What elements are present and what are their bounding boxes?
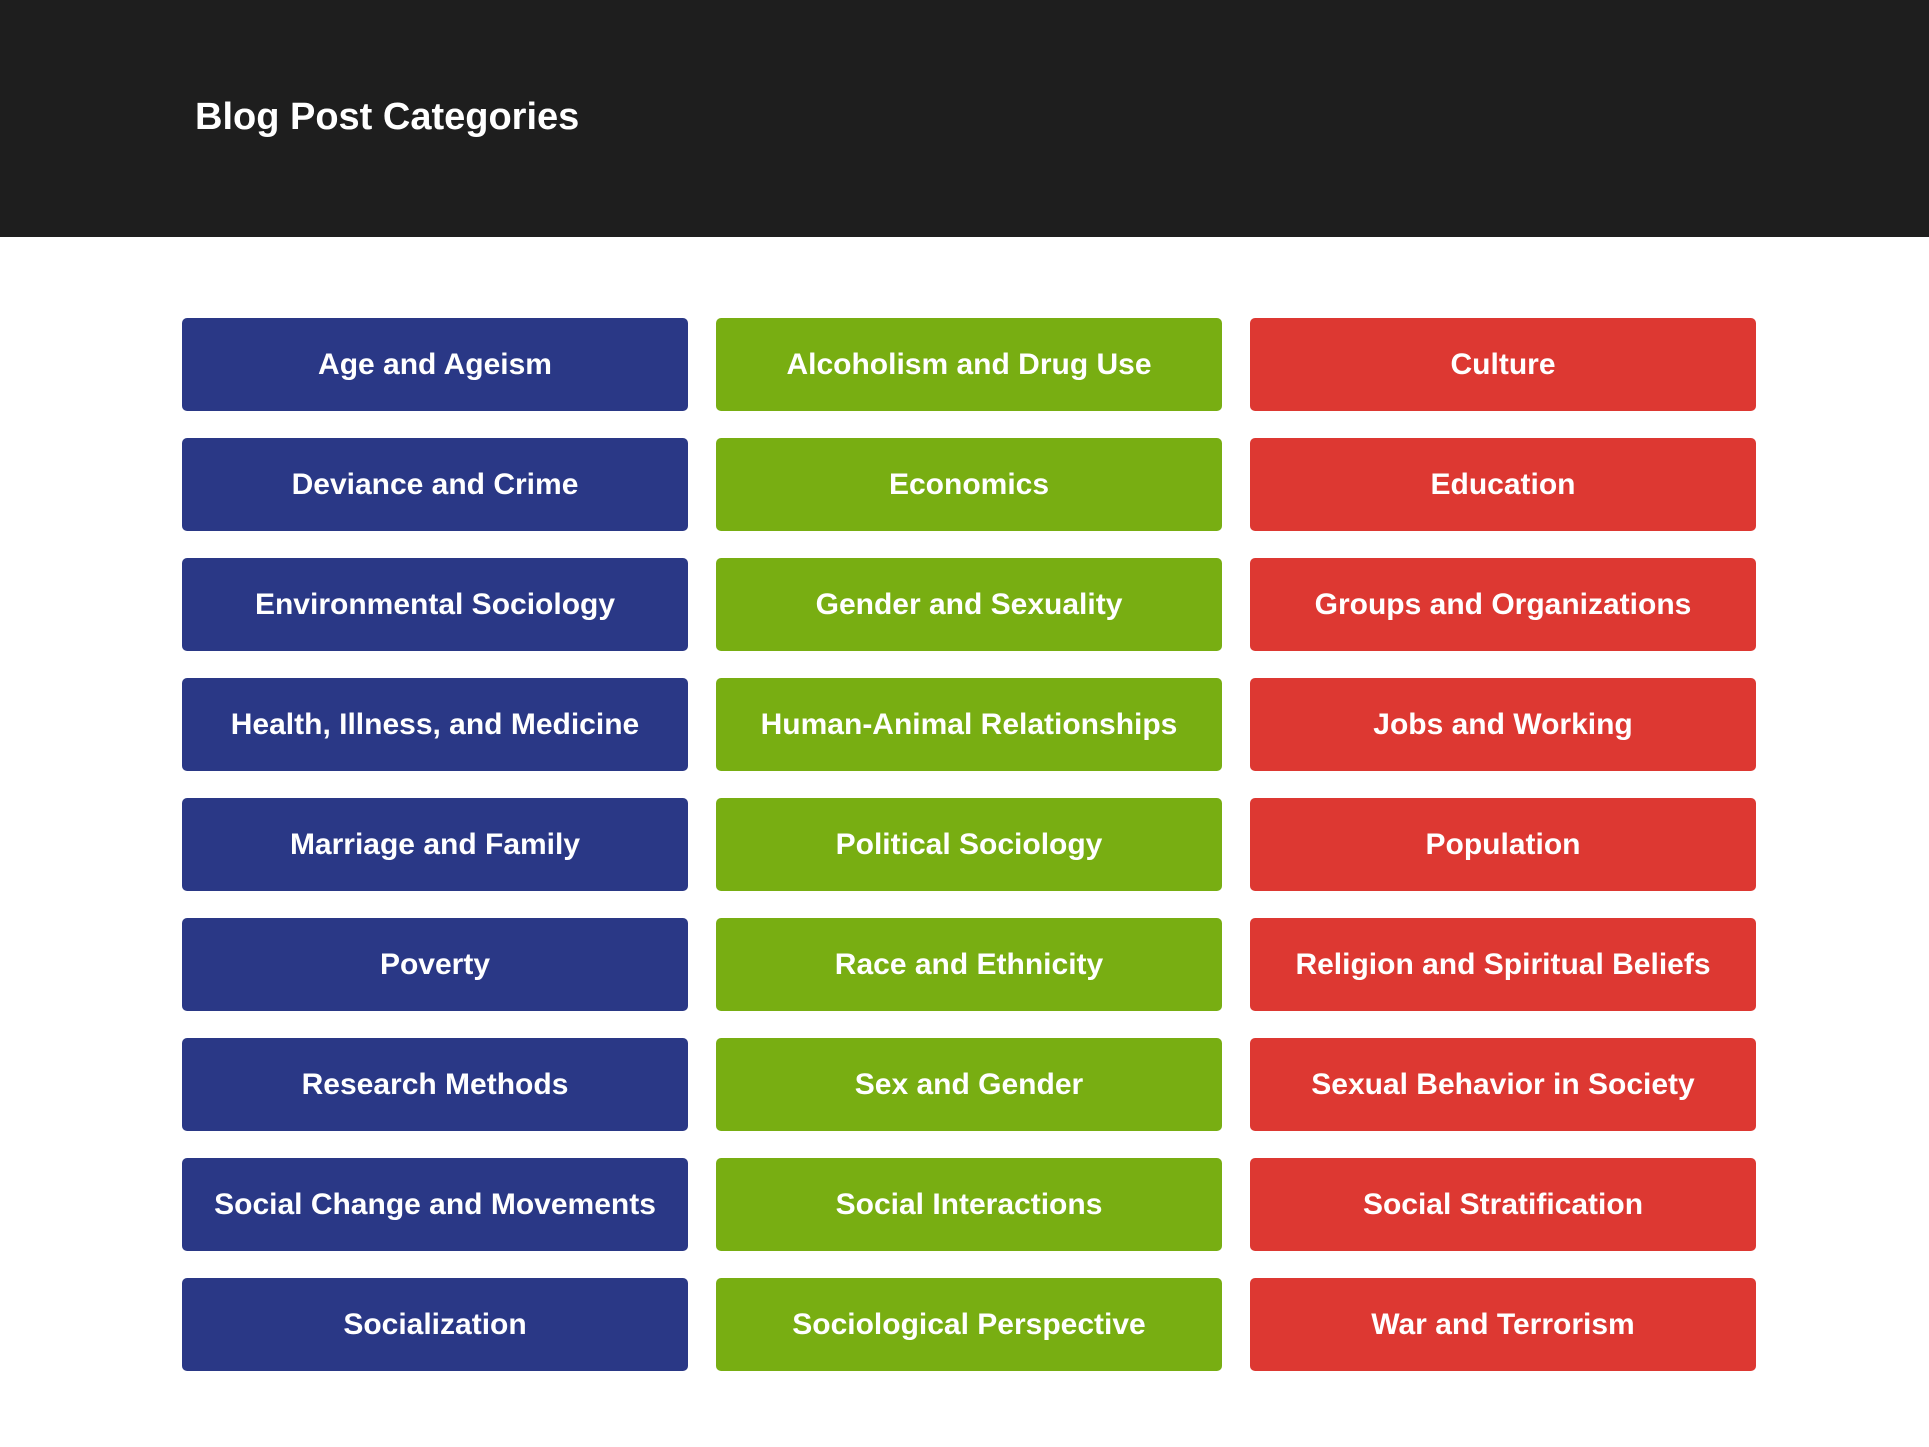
category-button-poverty[interactable]: Poverty — [182, 918, 688, 1011]
page-title: Blog Post Categories — [195, 96, 580, 138]
category-button-human-animal-relationships[interactable]: Human-Animal Relationships — [716, 678, 1222, 771]
category-button-deviance-and-crime[interactable]: Deviance and Crime — [182, 438, 688, 531]
category-button-health-illness-and-medicine[interactable]: Health, Illness, and Medicine — [182, 678, 688, 771]
category-button-sexual-behavior-in-society[interactable]: Sexual Behavior in Society — [1250, 1038, 1756, 1131]
category-button-sociological-perspective[interactable]: Sociological Perspective — [716, 1278, 1222, 1371]
category-button-groups-and-organizations[interactable]: Groups and Organizations — [1250, 558, 1756, 651]
category-button-alcoholism-and-drug-use[interactable]: Alcoholism and Drug Use — [716, 318, 1222, 411]
category-button-environmental-sociology[interactable]: Environmental Sociology — [182, 558, 688, 651]
category-button-war-and-terrorism[interactable]: War and Terrorism — [1250, 1278, 1756, 1371]
category-button-population[interactable]: Population — [1250, 798, 1756, 891]
category-button-research-methods[interactable]: Research Methods — [182, 1038, 688, 1131]
category-button-jobs-and-working[interactable]: Jobs and Working — [1250, 678, 1756, 771]
category-button-sex-and-gender[interactable]: Sex and Gender — [716, 1038, 1222, 1131]
category-button-race-and-ethnicity[interactable]: Race and Ethnicity — [716, 918, 1222, 1011]
category-button-social-change-and-movements[interactable]: Social Change and Movements — [182, 1158, 688, 1251]
category-button-age-and-ageism[interactable]: Age and Ageism — [182, 318, 688, 411]
page-header: Blog Post Categories — [0, 0, 1929, 237]
category-grid: Age and Ageism Alcoholism and Drug Use C… — [182, 318, 1756, 1371]
category-button-social-interactions[interactable]: Social Interactions — [716, 1158, 1222, 1251]
category-button-education[interactable]: Education — [1250, 438, 1756, 531]
category-button-culture[interactable]: Culture — [1250, 318, 1756, 411]
category-button-marriage-and-family[interactable]: Marriage and Family — [182, 798, 688, 891]
category-button-economics[interactable]: Economics — [716, 438, 1222, 531]
category-button-religion-and-spiritual-beliefs[interactable]: Religion and Spiritual Beliefs — [1250, 918, 1756, 1011]
category-button-gender-and-sexuality[interactable]: Gender and Sexuality — [716, 558, 1222, 651]
category-button-political-sociology[interactable]: Political Sociology — [716, 798, 1222, 891]
category-button-social-stratification[interactable]: Social Stratification — [1250, 1158, 1756, 1251]
category-button-socialization[interactable]: Socialization — [182, 1278, 688, 1371]
